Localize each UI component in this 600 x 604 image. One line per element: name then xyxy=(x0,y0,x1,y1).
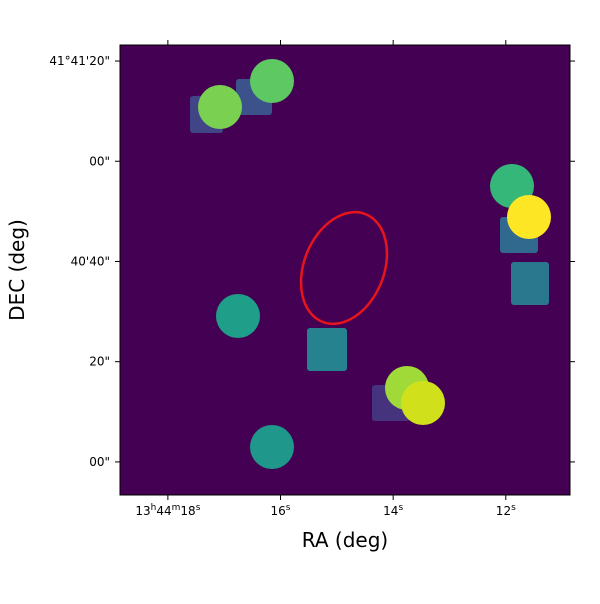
axes-frame xyxy=(119,44,571,496)
source xyxy=(507,195,551,239)
aperture-ellipse xyxy=(299,210,389,326)
x-axis-label: RA (deg) xyxy=(302,528,388,552)
y-tick-label: 40'40" xyxy=(71,254,110,268)
source xyxy=(401,381,445,425)
y-tick-label: 00" xyxy=(89,455,110,469)
x-tick-label: 16s xyxy=(271,503,291,518)
x-tick-label: 13h44m18s xyxy=(135,503,200,518)
source xyxy=(198,85,242,129)
sources xyxy=(190,59,551,469)
image-background xyxy=(120,45,570,495)
y-tick-label: 00" xyxy=(89,154,110,168)
x-tick-label: 14s xyxy=(383,503,403,518)
source xyxy=(307,328,347,371)
source xyxy=(250,425,294,469)
source xyxy=(250,59,294,103)
y-tick-label: 20" xyxy=(89,355,110,369)
x-tick-label: 12s xyxy=(496,503,516,518)
source xyxy=(216,294,260,338)
source xyxy=(511,262,549,305)
y-axis-label: DEC (deg) xyxy=(5,219,29,321)
y-tick-label: 41°41'20" xyxy=(49,54,110,68)
